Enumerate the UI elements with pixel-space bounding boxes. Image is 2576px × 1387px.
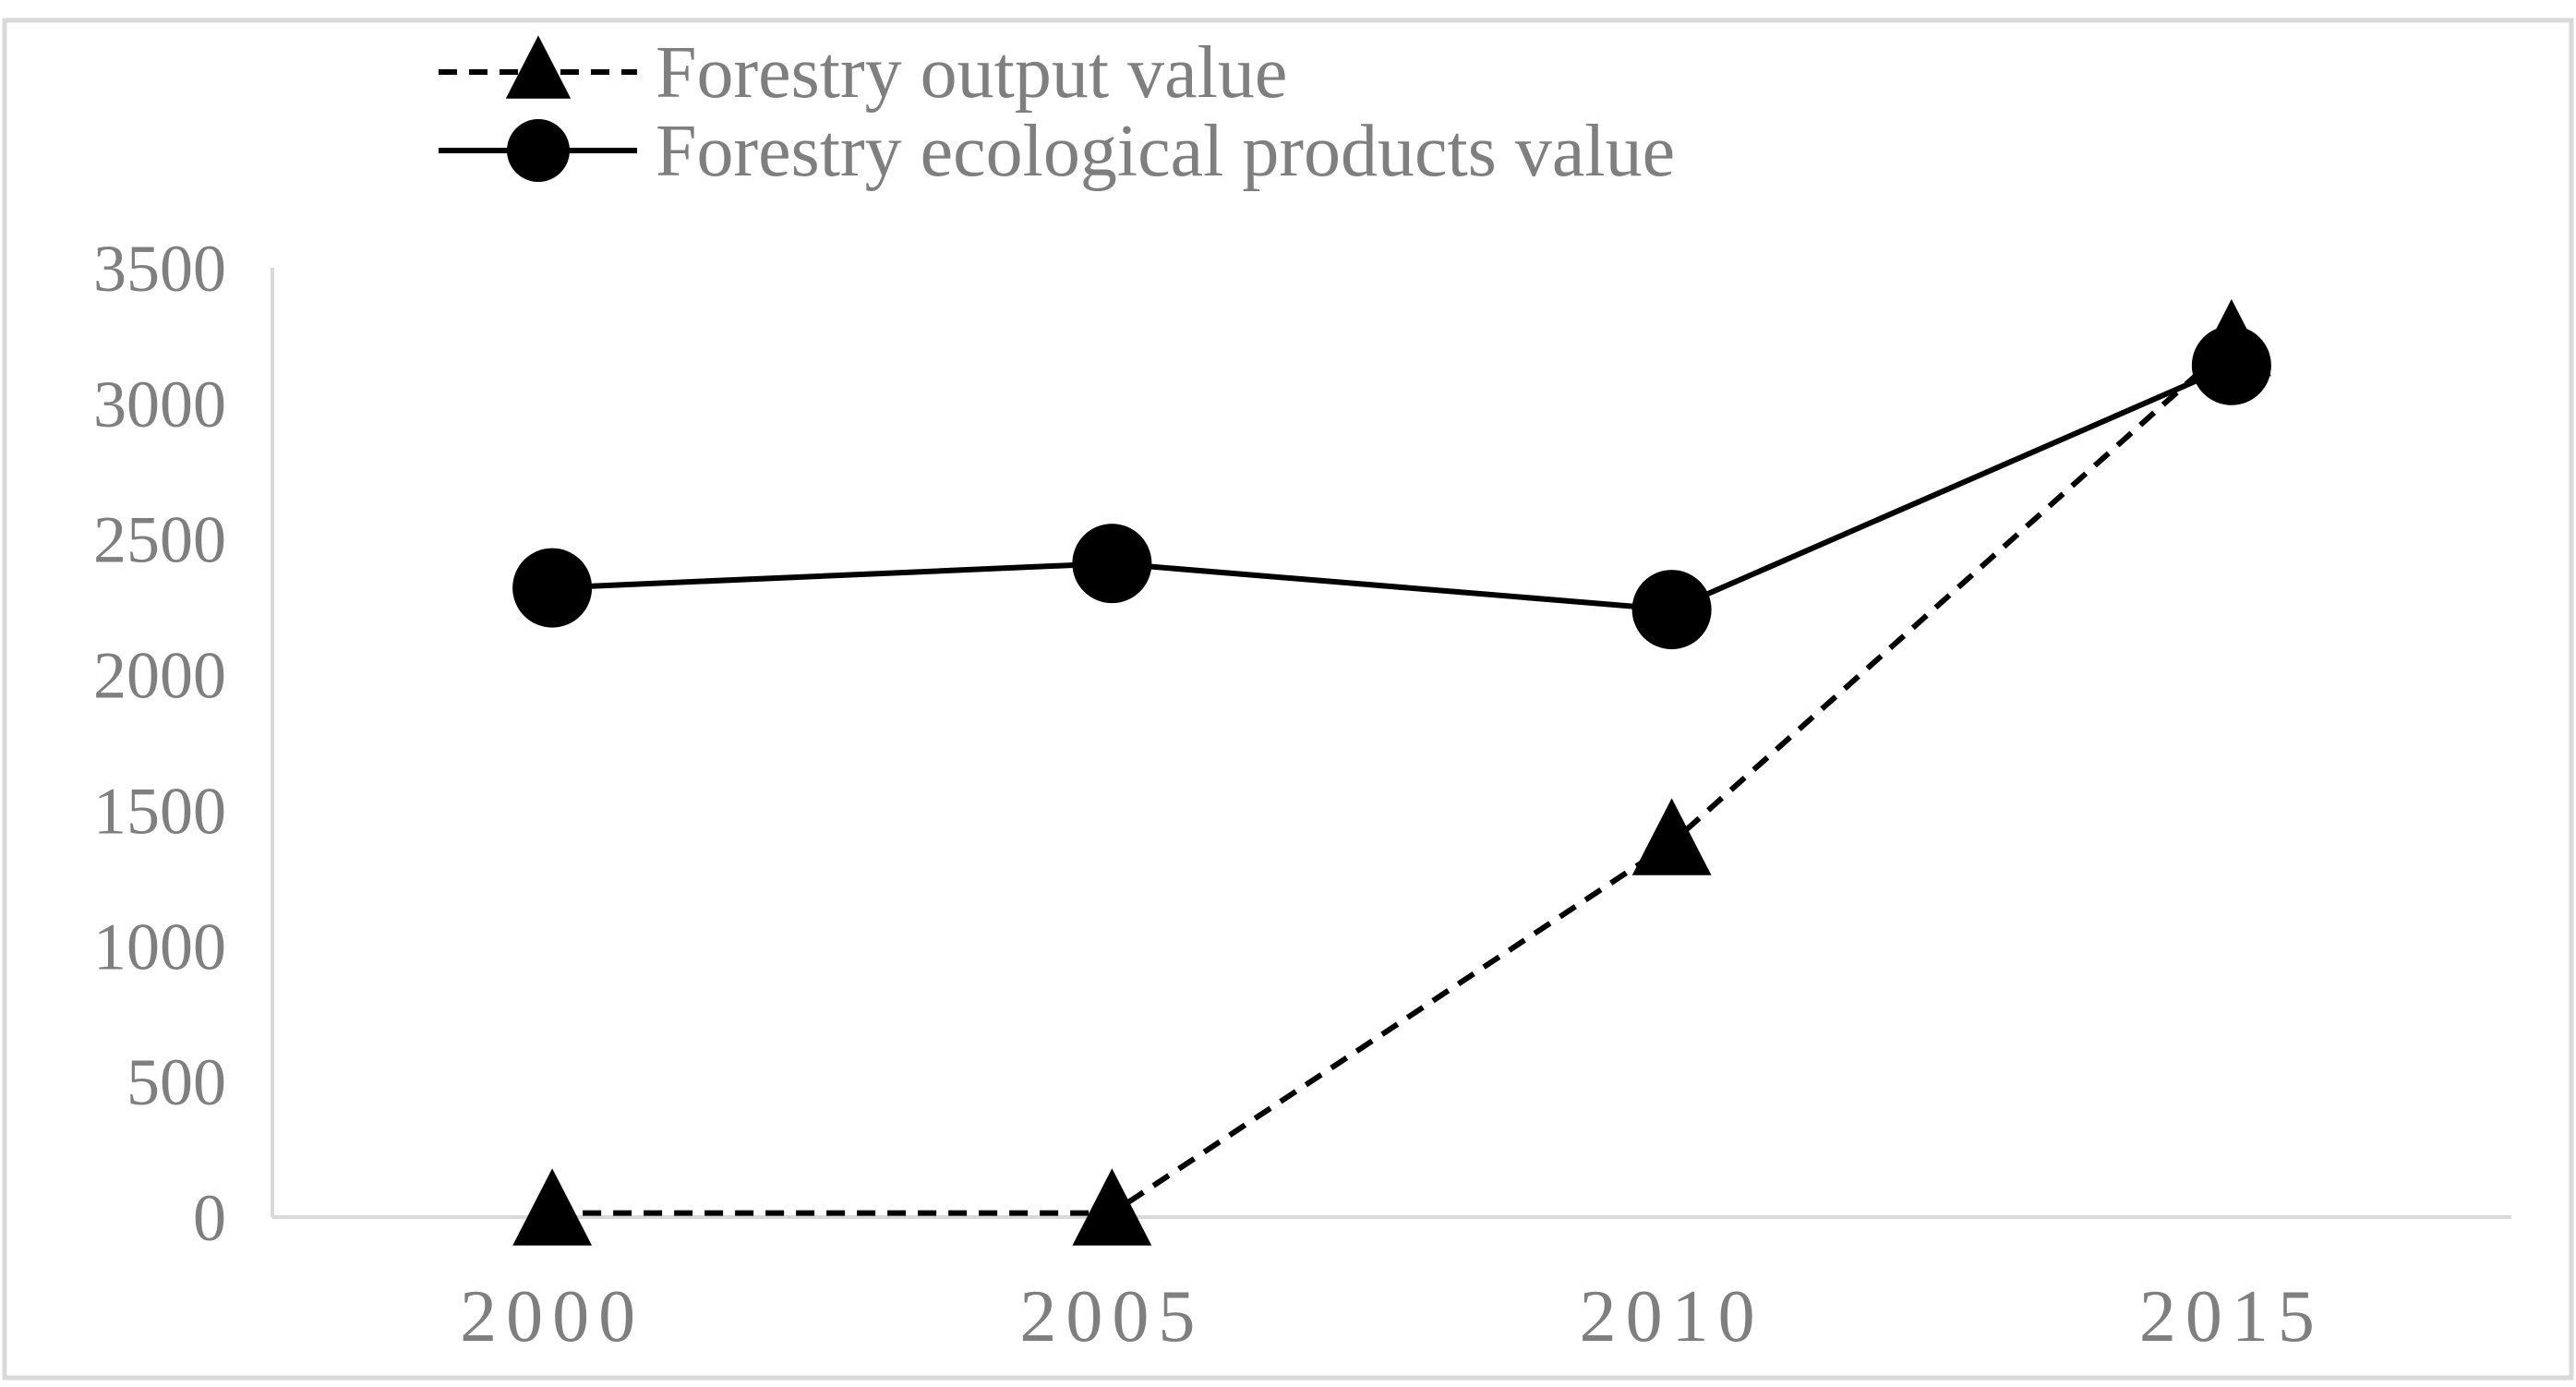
y-tick-label: 0 <box>193 1181 226 1255</box>
data-point <box>512 548 593 628</box>
legend-label: Forestry output value <box>656 32 1287 114</box>
x-tick-label: 2015 <box>2139 1276 2324 1357</box>
series-line <box>552 342 2233 1216</box>
y-tick-label: 3000 <box>93 368 226 441</box>
legend-item: Forestry ecological products value <box>439 111 1675 192</box>
y-tick-label: 2000 <box>93 639 226 713</box>
y-tick-label: 3500 <box>93 232 226 306</box>
data-point <box>2191 325 2271 405</box>
data-point <box>1631 570 1712 650</box>
axes <box>271 268 2511 1219</box>
legend-marker <box>505 35 572 99</box>
series-2 <box>512 325 2271 650</box>
data-point <box>1072 1168 1152 1246</box>
chart-border <box>2 18 2574 1381</box>
data-point <box>512 1168 593 1246</box>
y-tick-label: 500 <box>126 1045 226 1119</box>
y-tick-label: 2500 <box>93 503 226 577</box>
data-point <box>1631 798 1712 875</box>
y-tick-labels: 0 500 1000 1500 2000 2500 3000 3500 <box>93 232 226 1255</box>
x-tick-label: 2000 <box>460 1276 644 1357</box>
legend-marker <box>507 119 570 182</box>
y-tick-label: 1500 <box>93 774 226 848</box>
legend-label: Forestry ecological products value <box>656 111 1675 192</box>
data-point <box>1072 524 1152 604</box>
y-tick-label: 1000 <box>93 910 226 983</box>
series-layer <box>512 298 2271 1246</box>
x-tick-label: 2005 <box>1019 1276 1204 1357</box>
legend-item: Forestry output value <box>439 32 1287 114</box>
x-tick-labels: 2000 2005 2010 2015 <box>460 1276 2324 1357</box>
x-tick-label: 2010 <box>1580 1276 1764 1357</box>
series-line <box>551 362 2233 613</box>
